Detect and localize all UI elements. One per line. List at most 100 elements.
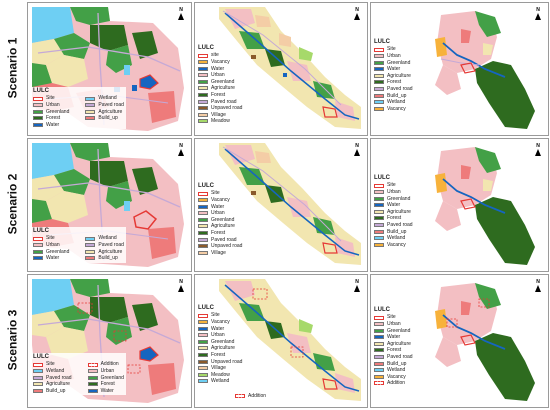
- legend-s1-right: LULC Site Urban Greenland Water Agriculture Fo…: [374, 39, 413, 112]
- legend-item: Build_up: [85, 115, 124, 122]
- legend-item-label: Water: [387, 66, 401, 73]
- legend-swatch: [33, 96, 43, 101]
- legend-swatch: [374, 203, 384, 208]
- legend-swatch: [198, 60, 208, 65]
- north-letter: N: [536, 7, 540, 13]
- legend-item: Water: [374, 66, 413, 73]
- legend-item-label: Greenland: [387, 195, 411, 202]
- legend-item: Greenland: [198, 339, 242, 346]
- north-arrow: N: [176, 280, 186, 292]
- legend-item: Forest: [198, 352, 242, 359]
- legend-swatch: [198, 366, 208, 371]
- legend-item: Urban: [87, 368, 124, 375]
- legend-item-label: Greenland: [211, 78, 235, 85]
- legend-swatch: [198, 244, 208, 249]
- legend-swatch: [374, 381, 384, 386]
- map-panel-s2-right: N LULC Site Urban Greenland Water Agriculture…: [370, 138, 549, 272]
- legend-item-label: Paved road: [46, 374, 72, 381]
- legend-swatch: [198, 86, 208, 91]
- legend-item: Urban: [33, 102, 69, 109]
- legend-item: Forest: [87, 381, 124, 388]
- north-letter: N: [179, 7, 183, 13]
- legend-item: Water: [198, 325, 242, 332]
- legend-item: Agriculture: [198, 345, 242, 352]
- legend-item: Site: [33, 95, 69, 102]
- north-arrow: N: [352, 280, 362, 292]
- legend-swatch: [33, 249, 43, 254]
- legend-item: Paved road: [374, 86, 413, 93]
- legend-item-label: Forest: [211, 229, 226, 236]
- legend-swatch: [374, 80, 384, 85]
- legend-item-label: Village: [211, 249, 226, 256]
- row-label-scenario-2: Scenario 2: [0, 138, 24, 270]
- legend-swatch: [374, 361, 384, 366]
- legend-item: Site: [374, 314, 413, 321]
- legend-swatch: [198, 333, 208, 338]
- legend-swatch: [374, 315, 384, 320]
- legend-swatch: [198, 320, 208, 325]
- north-arrow: N: [533, 144, 543, 156]
- map-panel-s1-left: N LULC Site Wetland Urban Paved road Greenlan…: [27, 2, 192, 136]
- legend-swatch: [87, 362, 98, 367]
- north-arrow-icon: [354, 149, 360, 156]
- legend-title: LULC: [198, 305, 214, 311]
- legend-item-label: Greenland: [46, 248, 70, 255]
- legend-swatch: [374, 242, 384, 247]
- legend-item-label: Site: [387, 182, 396, 189]
- legend-item: Vacancy: [374, 106, 413, 113]
- legend-item-label: Vacancy: [387, 241, 406, 248]
- legend-item-label: Agriculture: [387, 72, 411, 79]
- legend-item-label: Vacancy: [211, 58, 230, 65]
- legend-item-label: Greenland: [211, 216, 235, 223]
- north-arrow-icon: [178, 13, 184, 20]
- legend-item: Forest: [33, 115, 69, 122]
- legend-item-label: Forest: [46, 115, 61, 122]
- legend-item-label: Urban: [387, 188, 401, 195]
- legend-item: Village: [198, 250, 242, 257]
- legend-swatch: [198, 112, 208, 117]
- legend-item: Urban: [33, 242, 69, 249]
- legend-item: Unpaved road: [198, 243, 242, 250]
- legend-item-label: Greenland: [387, 327, 411, 334]
- legend-item-label: Forest: [211, 91, 226, 98]
- legend-item: Greenland: [33, 248, 69, 255]
- legend-s1-mid: LULC site Vacancy Water Urban Greenland Agricu…: [198, 45, 242, 125]
- legend-item-label: Vacancy: [387, 373, 406, 380]
- legend-item: Water: [33, 122, 69, 129]
- legend-item-label: Unpaved road: [211, 105, 243, 112]
- legend-item-label: Paved road: [387, 353, 413, 360]
- legend-item: Site: [374, 182, 413, 189]
- legend-item-label: Forest: [100, 381, 115, 388]
- legend-item: Greenland: [374, 59, 413, 66]
- legend-swatch: [374, 341, 384, 346]
- legend-title: LULC: [198, 45, 214, 51]
- legend-item-label: Forest: [387, 79, 402, 86]
- legend-item-label: Vacancy: [211, 196, 230, 203]
- legend-item: Wetland: [374, 235, 413, 242]
- legend-item-label: Water: [387, 334, 401, 341]
- north-arrow-icon: [178, 285, 184, 292]
- legend-swatch: [374, 100, 384, 105]
- legend-swatch: [85, 103, 96, 108]
- legend-item: Greenland: [374, 195, 413, 202]
- legend-item: Unpaved road: [198, 358, 242, 365]
- legend-swatch: [198, 198, 208, 203]
- legend-item-label: Unpaved road: [211, 243, 243, 250]
- legend-item: Agriculture: [198, 85, 242, 92]
- legend-s3-right: LULC Site Urban Greenland Water Agriculture Fo…: [374, 307, 413, 387]
- north-letter: N: [355, 279, 359, 285]
- legend-s2-mid: LULC Site Vacancy Water Urban Greenland Agricu…: [198, 183, 242, 256]
- legend-swatch: [198, 217, 208, 222]
- legend-item-label: Urban: [211, 332, 225, 339]
- legend-item: Site: [198, 190, 242, 197]
- legend-item: Vacancy: [374, 242, 413, 249]
- legend-item: Agriculture: [198, 223, 242, 230]
- legend-swatch: [33, 243, 43, 248]
- legend-swatch: [374, 190, 384, 195]
- legend-item-label: Agriculture: [211, 345, 235, 352]
- legend-item-label: Greenland: [100, 374, 124, 381]
- legend-item-label: Paved road: [387, 221, 413, 228]
- legend-item: Site: [374, 46, 413, 53]
- north-arrow-icon: [354, 285, 360, 292]
- scenario-label: Scenario 1: [5, 37, 20, 99]
